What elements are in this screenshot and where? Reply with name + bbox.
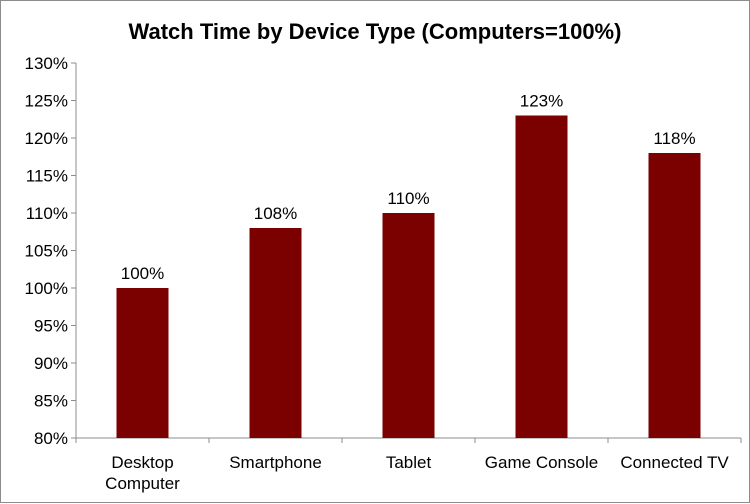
x-tick-label: Connected TV — [620, 453, 729, 472]
y-tick-label: 110% — [26, 204, 68, 223]
y-tick-label: 85% — [34, 392, 68, 411]
bars — [116, 115, 701, 438]
y-tick-label: 100% — [25, 279, 68, 298]
y-tick-label: 95% — [34, 317, 68, 336]
y-tick-label: 120% — [25, 129, 68, 148]
chart-title: Watch Time by Device Type (Computers=100… — [129, 19, 622, 44]
y-tick-label: 115% — [26, 167, 68, 186]
y-tick-label: 130% — [25, 54, 68, 73]
bar — [249, 228, 302, 438]
bar — [382, 213, 435, 438]
y-tick-label: 125% — [25, 92, 68, 111]
data-label: 123% — [520, 92, 563, 111]
data-label: 108% — [254, 204, 297, 223]
y-tick-label: 80% — [34, 429, 68, 448]
data-labels: 100% 108% 110% 123% 118% — [121, 92, 696, 284]
y-axis: 80% 85% 90% 95% 100% 105% 110% 115% 120% 125% 130% — [25, 54, 77, 448]
y-tick-label: 105% — [25, 242, 68, 261]
x-axis: Desktop Computer Smartphone Tablet Game Cons… — [75, 437, 742, 493]
y-tick-label: 90% — [34, 354, 68, 373]
x-tick-label: Tablet — [386, 453, 432, 472]
bar — [515, 115, 568, 438]
x-tick-label: Smartphone — [229, 453, 322, 472]
data-label: 110% — [387, 189, 429, 208]
bar — [116, 288, 169, 438]
x-tick-label: Desktop — [111, 453, 173, 472]
data-label: 100% — [121, 264, 164, 283]
x-tick-label: Computer — [105, 474, 180, 493]
x-tick-label: Game Console — [485, 453, 598, 472]
bar — [648, 153, 701, 438]
data-label: 118% — [653, 129, 695, 148]
